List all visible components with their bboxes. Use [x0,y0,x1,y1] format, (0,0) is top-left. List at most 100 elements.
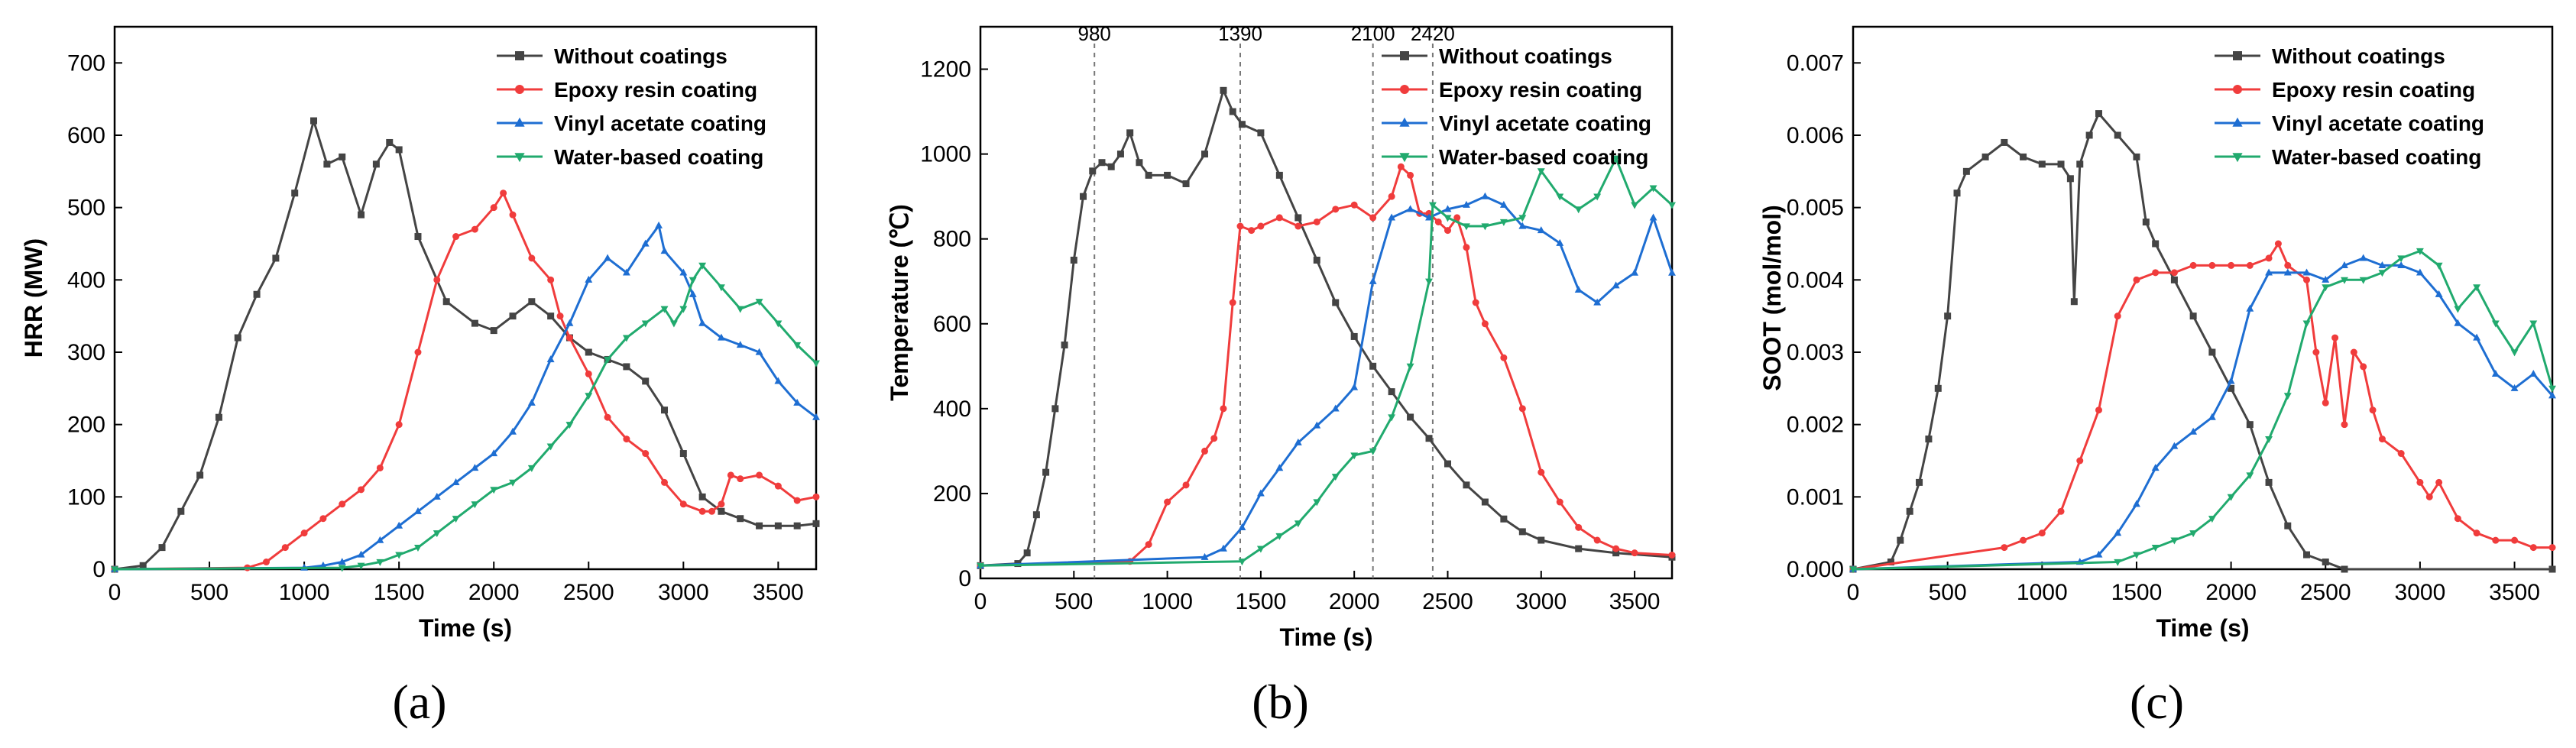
data-point [1612,281,1620,289]
data-point [2510,384,2519,391]
data-point [793,497,801,504]
data-point [2246,261,2254,269]
series-line [980,165,1673,567]
data-point [262,559,270,566]
data-point [1463,481,1470,489]
data-point [1294,214,1302,222]
data-point [1275,533,1284,540]
data-point [1350,332,1358,340]
data-point [2132,500,2140,507]
data-point [812,493,820,500]
legend-label: Epoxy resin coating [554,78,757,102]
data-point [1575,523,1583,531]
data-point [547,276,555,283]
data-point [2350,348,2357,356]
legend: Without coatings Epoxy resin coating Vinyl… [497,44,766,169]
data-point [1953,189,1961,197]
data-point [1089,167,1097,175]
plot-frame [113,25,818,571]
data-point [1257,129,1265,137]
data-point [234,334,241,342]
data-point [1518,528,1526,536]
data-point [111,566,118,574]
data-point [2303,276,2311,283]
data-point [1275,214,1283,222]
data-point [1098,159,1106,167]
data-point [812,413,820,420]
data-point [528,298,536,306]
vline-label: 2420 [1411,22,1455,45]
data-point [1481,320,1489,328]
data-point [547,312,555,320]
data-point [1406,205,1414,212]
data-point [1256,546,1265,553]
data-point [414,507,422,514]
data-point [2095,406,2102,414]
data-point [660,306,669,313]
data-point [490,327,497,335]
y-tick-label: 700 [67,50,105,76]
data-point [1406,363,1414,371]
data-point [565,422,574,429]
x-tick-label: 3500 [2489,580,2540,605]
chart-panel-2: 0 500 1000 1500 2000 2500 3000 3500 0 200 400 600 80… [886,22,1676,729]
data-point [1906,507,1913,515]
x-tick-label: 1000 [279,580,330,605]
data-point [1080,193,1087,200]
data-point [2142,219,2150,226]
data-point [1182,481,1190,489]
data-point [1294,520,1302,528]
data-point [2246,421,2254,429]
data-point [177,507,185,515]
data-point [604,254,612,261]
data-point [1397,163,1405,170]
chart-panel-3: 0 500 1000 1500 2000 2500 3000 3500 0.000 0.001 0.… [1758,25,2556,729]
data-point [1238,523,1246,530]
data-point [1294,438,1302,445]
data-point [2425,493,2433,500]
data-point [1500,354,1508,361]
series-line [980,157,1674,567]
legend-marker [514,153,525,163]
data-point [281,544,289,552]
data-point [2095,110,2102,118]
data-point [1136,159,1143,167]
data-point [1668,268,1676,276]
data-point [527,398,536,406]
data-point [737,475,744,483]
data-point [718,500,725,508]
data-point [2274,240,2282,248]
legend-label: Epoxy resin coating [2272,78,2475,102]
data-point [2246,304,2254,312]
data-point [2302,320,2311,328]
data-point [1518,222,1527,229]
data-point [977,562,984,570]
data-point [319,515,327,523]
data-point [2208,261,2216,269]
series-line [1852,250,2554,571]
data-point [623,363,630,371]
legend-marker [1399,117,1410,127]
data-point [2284,261,2292,269]
data-point [2152,240,2160,248]
data-point [717,284,725,292]
data-point [1332,206,1340,213]
x-tick-label: 2500 [2300,580,2351,605]
legend-marker [2232,117,2243,127]
data-point [774,482,782,490]
data-point [2378,261,2386,268]
y-tick-label: 0 [92,557,105,582]
data-point [1369,362,1377,370]
data-point [1220,86,1227,94]
data-point [357,550,365,558]
data-point [774,320,783,328]
data-point [2114,529,2122,536]
data-point [2341,421,2348,429]
data-point [717,333,725,341]
data-point [2360,363,2367,371]
y-tick-label: 300 [67,340,105,365]
data-point [1256,489,1265,497]
data-point [641,239,650,247]
y-tick-label: 600 [67,123,105,148]
data-point [1593,536,1601,544]
